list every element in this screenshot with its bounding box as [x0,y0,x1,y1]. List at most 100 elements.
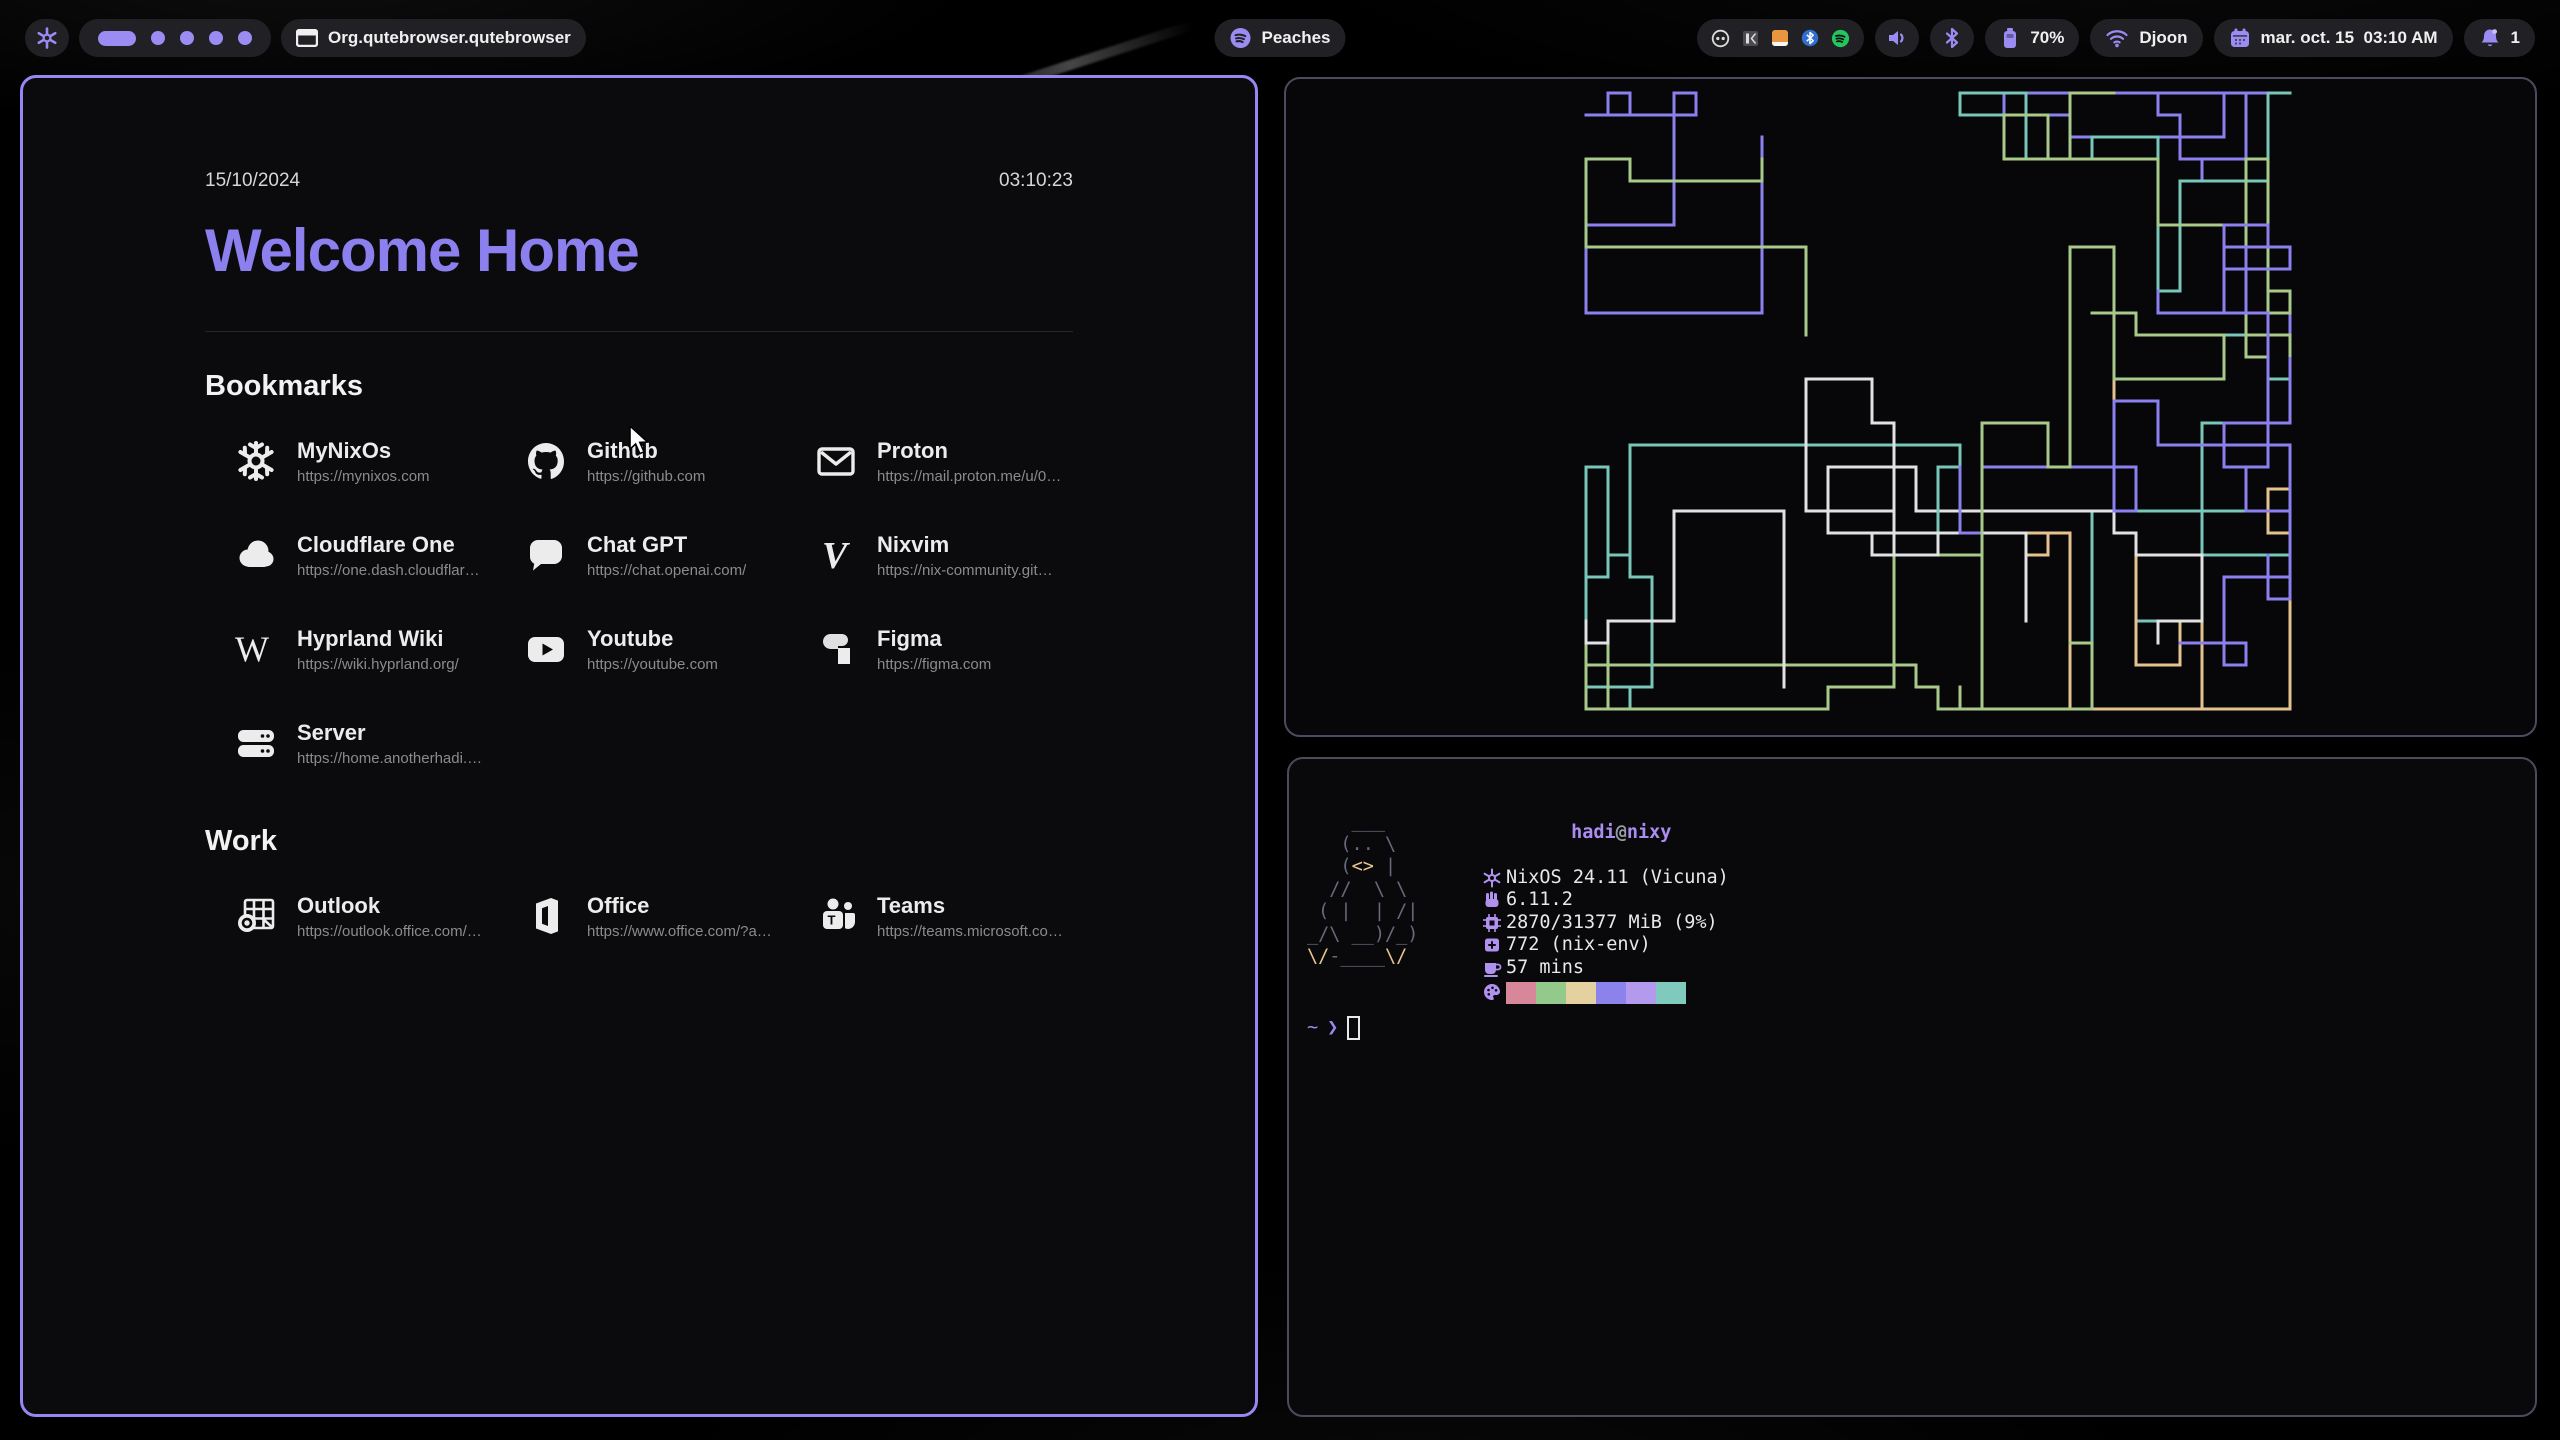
figma-icon [813,626,859,672]
fastfetch-row-uptime: 57 mins [1482,957,1729,980]
status-bar: Org.qutebrowser.qutebrowser Peaches 7 [0,18,2560,58]
palette-swatch [1656,982,1686,1004]
outlook-icon [233,893,279,939]
bluetooth-module[interactable] [1930,19,1975,57]
fastfetch-kernel-value: 6.11.2 [1506,889,1573,910]
notification-count: 1 [2510,28,2520,47]
chat-icon [523,532,569,578]
bookmark-name: Proton [877,438,948,464]
qutebrowser-window: 15/10/2024 03:10:23 Welcome Home Bookmar… [20,75,1258,1417]
page-title: Welcome Home [205,217,640,284]
bookmark-youtube[interactable]: Youtube https://youtube.com [523,617,813,681]
workspace-1-active[interactable] [98,30,136,46]
fastfetch-uptime-value: 57 mins [1506,956,1584,978]
bookmark-proton[interactable]: Proton https://mail.proton.me/u/0… [813,429,1103,493]
palette-swatch [1506,982,1536,1004]
workspace-3[interactable] [180,31,194,45]
shell-prompt[interactable]: ~ ❯ [1307,1016,1361,1040]
clock-label: mar. oct. 15 03:10 AM [2260,28,2438,47]
section-title-bookmarks: Bookmarks [205,370,363,402]
prompt-chevron: ❯ [1327,1016,1339,1038]
workspace-5[interactable] [238,31,252,45]
svg-text:W: W [235,629,269,669]
bookmark-url: https://one.dash.cloudflar… [297,561,480,579]
recorder-tray-icon[interactable] [1711,29,1730,48]
fastfetch-at: @ [1615,821,1627,843]
bookmark-hyprland-wiki[interactable]: W Hyprland Wiki https://wiki.hyprland.org/ [233,617,523,681]
bookmark-chat-gpt[interactable]: Chat GPT https://chat.openai.com/ [523,523,813,587]
bookmark-outlook[interactable]: Outlook https://outlook.office.com/… [233,884,523,948]
bookmark-url: https://mail.proton.me/u/0… [877,467,1062,485]
bookmark-name: Nixvim [877,532,950,558]
bookmark-cloudflare-one[interactable]: Cloudflare One https://one.dash.cloudflar… [233,523,523,587]
keepassxc-tray-icon[interactable] [1742,30,1759,47]
bookmark-figma[interactable]: Figma https://figma.com [813,617,1103,681]
bluetooth-tray-icon[interactable] [1801,29,1819,47]
bookmark-grid: Outlook https://outlook.office.com/… Offic… [205,884,1073,948]
bookmark-name: Figma [877,626,942,652]
terminal-window[interactable]: ___ (.. \ (<> | // \ \ ( | | /| _/\ __)/_… [1287,757,2537,1417]
bookmark-server[interactable]: Server https://home.anotherhadi.… [233,711,523,775]
spotify-icon [1230,27,1252,49]
bookmark-name: Teams [877,893,946,919]
notes-tray-icon[interactable] [1771,29,1789,47]
bookmark-office[interactable]: Office https://www.office.com/?a… [523,884,813,948]
startpage-date: 15/10/2024 [205,170,301,191]
bookmark-teams[interactable]: T Teams https://teams.microsoft.co… [813,884,1103,948]
bookmark-name: Youtube [587,626,674,652]
terminal-cursor [1347,1016,1361,1040]
palette-swatch [1626,982,1656,1004]
bookmark-name: Cloudflare One [297,532,455,558]
fastfetch-user: hadi [1571,821,1616,843]
svg-text:T: T [828,913,836,928]
volume-module[interactable] [1875,19,1920,57]
fastfetch-row-memory: 2870/31377 MiB (9%) [1482,912,1729,935]
workspace-4[interactable] [209,31,223,45]
server-icon [233,720,279,766]
window-title-module[interactable]: Org.qutebrowser.qutebrowser [281,19,586,57]
window-title-label: Org.qutebrowser.qutebrowser [328,28,571,47]
bookmark-name: Chat GPT [587,532,688,558]
tux-ascii-art: ___ (.. \ (<> | // \ \ ( | | /| _/\ __)/_… [1307,811,1419,967]
clock-module[interactable]: mar. oct. 15 03:10 AM [2213,19,2453,57]
system-tray[interactable] [1697,19,1865,57]
bookmark-url: https://chat.openai.com/ [587,561,747,579]
bookmark-url: https://www.office.com/?a… [587,922,772,940]
notifications-module[interactable]: 1 [2463,19,2535,57]
bookmark-url: https://youtube.com [587,655,718,673]
pipes-art [1584,91,2292,711]
spotify-tray-icon[interactable] [1831,29,1850,48]
kernel-icon [1482,890,1506,910]
bookmark-nixvim[interactable]: V Nixvim https://nix-community.git… [813,523,1103,587]
speaker-icon [1886,27,1908,49]
bookmark-name: Hyprland Wiki [297,626,444,652]
battery-module[interactable]: 70% [1985,19,2080,57]
teams-icon: T [813,893,859,939]
bookmark-github[interactable]: Github https://github.com [523,429,813,493]
bookmark-url: https://mynixos.com [297,467,430,485]
palette-swatch [1536,982,1566,1004]
terminal-color-palette [1506,982,1686,1004]
palette-swatch [1566,982,1596,1004]
wifi-icon [2105,28,2129,48]
fastfetch-row-os: NixOS 24.11 (Vicuna) [1482,867,1729,890]
workspace-2[interactable] [151,31,165,45]
github-icon [523,438,569,484]
launcher-button[interactable] [25,19,69,57]
office-icon [523,893,569,939]
bookmark-url: https://teams.microsoft.co… [877,922,1063,940]
cloud-icon [233,532,279,578]
bookmark-url: https://github.com [587,467,706,485]
memory-icon [1482,913,1506,933]
packages-icon [1482,935,1506,955]
bookmark-grid: MyNixOs https://mynixos.com Github https://… [205,429,1073,775]
bookmark-url: https://outlook.office.com/… [297,922,482,940]
nixos-icon [233,438,279,484]
mail-icon [813,438,859,484]
vim-icon: V [813,532,859,578]
bookmark-mynixos[interactable]: MyNixOs https://mynixos.com [233,429,523,493]
workspaces-module[interactable] [79,19,271,57]
bell-icon [2479,27,2501,49]
now-playing-module[interactable]: Peaches [1214,19,1346,57]
network-module[interactable]: Djoon [2090,19,2203,57]
